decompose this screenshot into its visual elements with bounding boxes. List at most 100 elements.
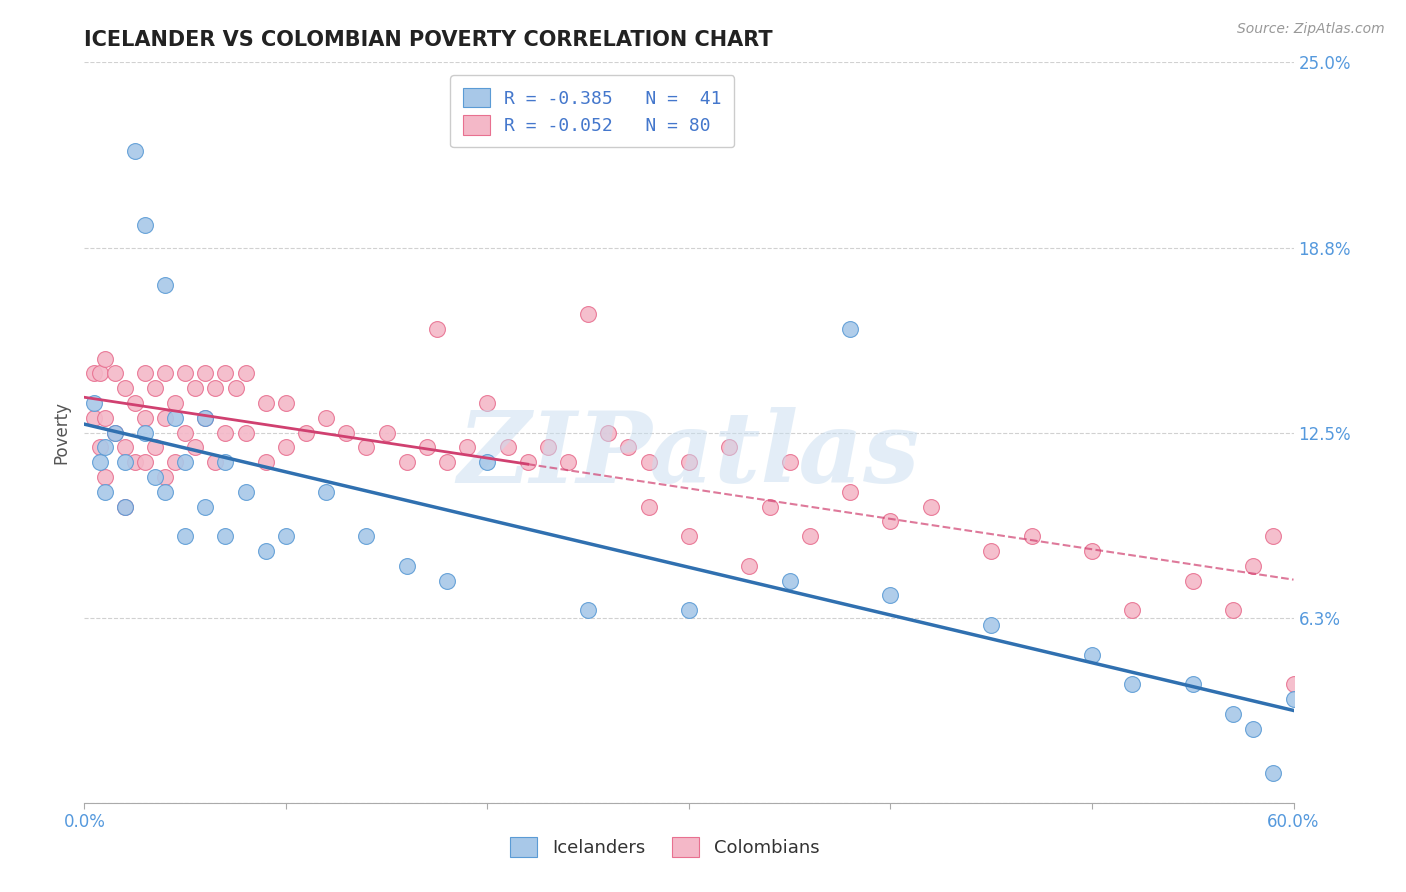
Point [194, 410, 217, 425]
Text: Source: ZipAtlas.com: Source: ZipAtlas.com [1237, 22, 1385, 37]
Point [93, 470, 115, 484]
Point [104, 425, 127, 440]
Point [637, 455, 659, 469]
Point [194, 410, 217, 425]
Y-axis label: Poverty: Poverty [52, 401, 70, 464]
Point [678, 603, 700, 617]
Point [254, 396, 277, 410]
Point [1181, 574, 1204, 588]
Point [143, 470, 166, 484]
Point [637, 500, 659, 514]
Point [174, 455, 197, 469]
Point [93, 441, 115, 455]
Point [83, 396, 105, 410]
Point [426, 322, 449, 336]
Point [496, 441, 519, 455]
Point [315, 410, 337, 425]
Point [1222, 706, 1244, 721]
Legend: Icelanders, Colombians: Icelanders, Colombians [503, 830, 827, 864]
Point [1282, 677, 1305, 691]
Point [143, 381, 166, 395]
Point [576, 307, 599, 321]
Point [375, 425, 398, 440]
Point [235, 484, 257, 499]
Point [477, 396, 499, 410]
Point [134, 367, 156, 381]
Point [1241, 558, 1264, 573]
Point [477, 455, 499, 469]
Point [1222, 603, 1244, 617]
Point [779, 455, 801, 469]
Point [184, 441, 207, 455]
Point [456, 441, 478, 455]
Point [1081, 544, 1104, 558]
Point [1081, 648, 1104, 662]
Point [134, 425, 156, 440]
Point [124, 455, 146, 469]
Point [1263, 529, 1285, 543]
Point [335, 425, 357, 440]
Point [83, 410, 105, 425]
Point [1121, 677, 1143, 691]
Point [214, 529, 236, 543]
Point [557, 455, 579, 469]
Point [295, 425, 318, 440]
Point [194, 500, 217, 514]
Point [356, 441, 378, 455]
Point [184, 381, 207, 395]
Text: ICELANDER VS COLOMBIAN POVERTY CORRELATION CHART: ICELANDER VS COLOMBIAN POVERTY CORRELATI… [84, 29, 773, 50]
Point [214, 425, 236, 440]
Point [134, 410, 156, 425]
Point [165, 410, 187, 425]
Point [89, 455, 111, 469]
Point [274, 529, 297, 543]
Point [124, 396, 146, 410]
Point [153, 410, 176, 425]
Point [1263, 766, 1285, 780]
Point [124, 145, 146, 159]
Point [174, 425, 197, 440]
Point [576, 603, 599, 617]
Point [114, 455, 136, 469]
Point [165, 455, 187, 469]
Point [315, 484, 337, 499]
Point [83, 367, 105, 381]
Point [153, 367, 176, 381]
Point [204, 381, 226, 395]
Point [1282, 692, 1305, 706]
Point [879, 515, 901, 529]
Point [395, 455, 418, 469]
Point [235, 367, 257, 381]
Point [678, 455, 700, 469]
Point [143, 441, 166, 455]
Point [214, 367, 236, 381]
Point [1021, 529, 1043, 543]
Point [598, 425, 620, 440]
Point [114, 500, 136, 514]
Point [617, 441, 640, 455]
Point [416, 441, 439, 455]
Point [254, 544, 277, 558]
Point [165, 396, 187, 410]
Point [436, 574, 458, 588]
Point [204, 455, 226, 469]
Point [254, 455, 277, 469]
Point [718, 441, 741, 455]
Point [274, 396, 297, 410]
Point [134, 219, 156, 233]
Point [89, 441, 111, 455]
Point [235, 425, 257, 440]
Point [194, 367, 217, 381]
Point [134, 455, 156, 469]
Point [920, 500, 942, 514]
Point [153, 470, 176, 484]
Point [980, 544, 1002, 558]
Point [436, 455, 458, 469]
Point [214, 455, 236, 469]
Point [114, 381, 136, 395]
Point [799, 529, 821, 543]
Point [779, 574, 801, 588]
Point [153, 484, 176, 499]
Point [738, 558, 761, 573]
Point [93, 484, 115, 499]
